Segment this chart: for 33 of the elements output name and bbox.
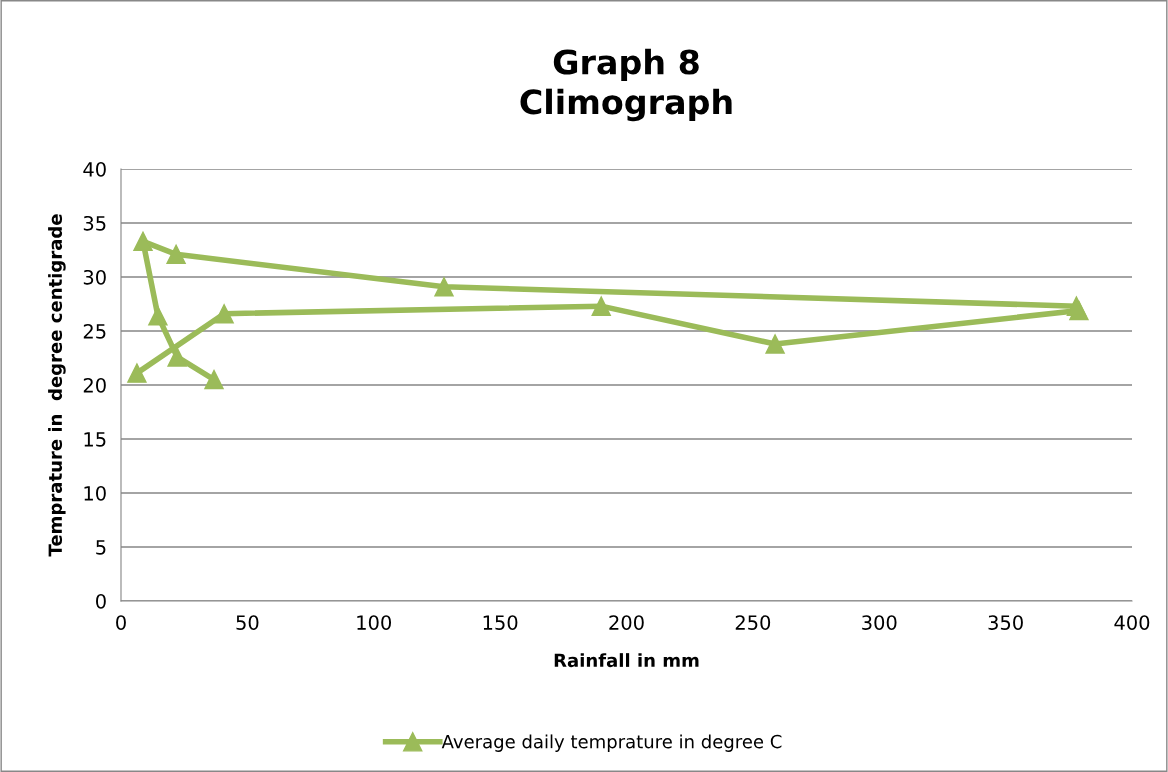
- point: [765, 334, 785, 354]
- x-tick-label: 150: [483, 615, 518, 630]
- y-tick-label: 25: [83, 323, 106, 339]
- point: [1066, 296, 1087, 316]
- point: [591, 296, 611, 316]
- point: [204, 369, 224, 390]
- y-tick-label: 20: [83, 377, 106, 393]
- y-axis-title: Temprature in degree centigrade: [48, 214, 66, 557]
- chart-title: Graph 8 Climograph: [520, 48, 732, 122]
- y-tick-label: 35: [83, 215, 106, 231]
- point: [148, 306, 168, 326]
- x-tick-label: 100: [357, 615, 392, 630]
- legend-label: Average daily temprature in degree C: [441, 734, 782, 752]
- x-tick-label: 300: [862, 615, 897, 630]
- x-tick-label: 0: [116, 615, 126, 630]
- x-tick-label: 50: [236, 615, 259, 630]
- y-tick-label: 10: [84, 485, 106, 501]
- point: [434, 276, 454, 297]
- y-tick-label: 40: [83, 161, 106, 177]
- point: [167, 347, 187, 367]
- x-axis-title: Rainfall in mm: [554, 653, 699, 668]
- y-tick-label: 30: [83, 269, 106, 285]
- x-tick-label: 350: [988, 615, 1023, 630]
- y-tick-label: 0: [96, 593, 106, 609]
- point: [166, 244, 186, 265]
- x-tick-label: 250: [735, 615, 771, 630]
- x-tick-label: 400: [1114, 615, 1150, 630]
- point: [127, 363, 147, 383]
- point: [133, 231, 153, 252]
- y-tick-label: 15: [84, 432, 106, 447]
- point: [214, 303, 234, 324]
- x-tick-label: 200: [609, 615, 644, 630]
- y-tick-label: 5: [96, 540, 106, 555]
